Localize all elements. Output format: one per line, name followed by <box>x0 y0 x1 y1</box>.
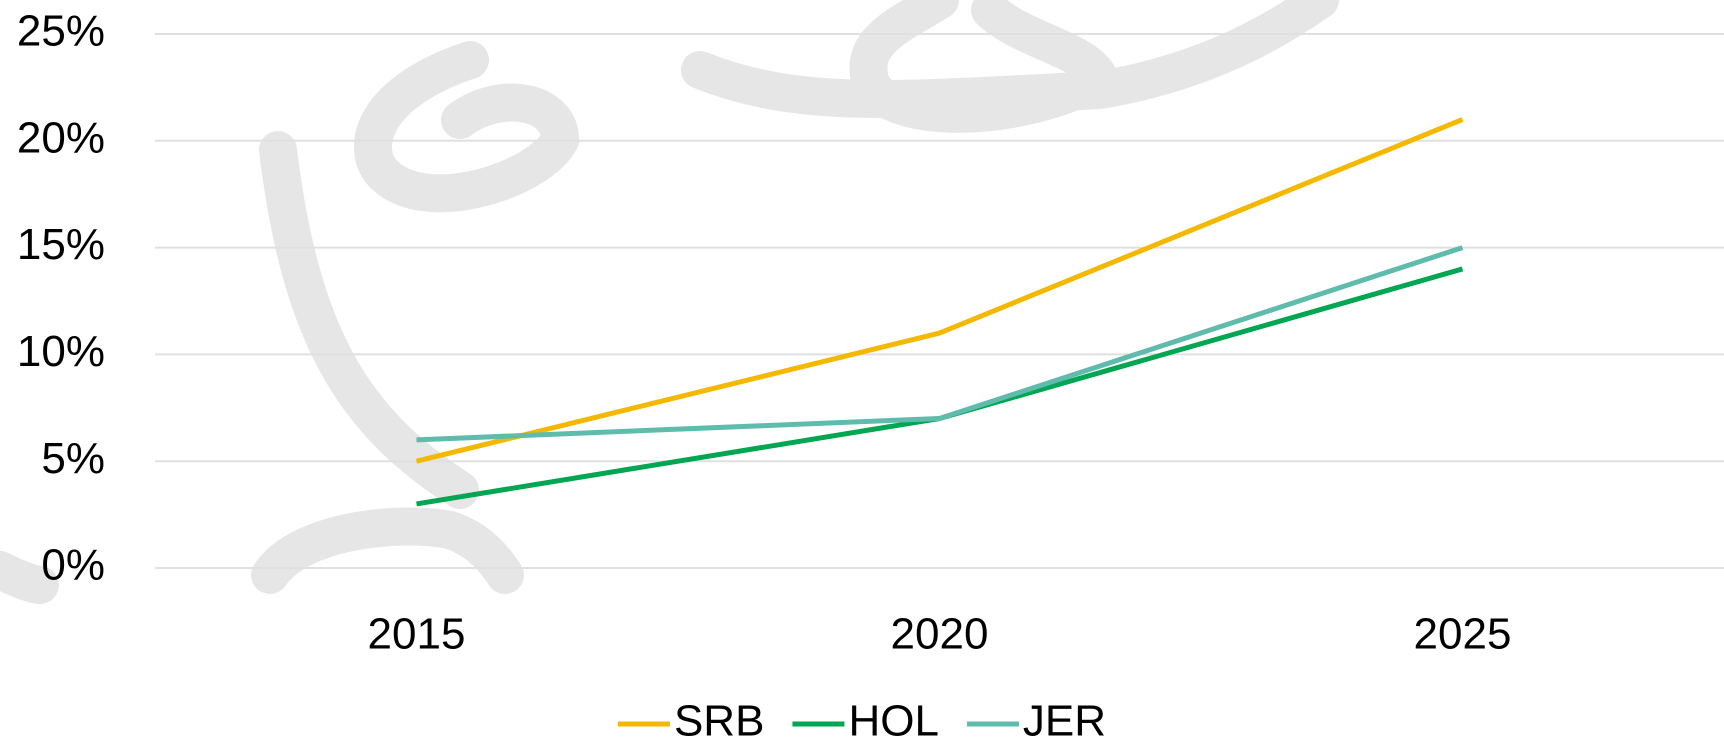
y-tick-label: 25% <box>17 7 105 56</box>
series-line <box>416 245 1464 443</box>
legend-label: HOL <box>848 697 938 746</box>
series-line <box>415 117 1464 464</box>
watermark-stroke <box>353 41 580 213</box>
y-tick-label: 10% <box>17 327 105 376</box>
watermark-stroke <box>0 551 59 604</box>
legend-label: JER <box>1023 697 1106 746</box>
y-tick-label: 15% <box>17 220 105 269</box>
y-tick-label: 20% <box>17 113 105 162</box>
watermark-stroke <box>251 507 524 594</box>
legend-label: SRB <box>674 697 764 746</box>
x-tick-label: 2015 <box>368 610 466 659</box>
x-tick-label: 2020 <box>891 610 989 659</box>
y-tick-label: 5% <box>41 434 105 483</box>
y-tick-label: 0% <box>41 541 105 590</box>
watermark-stroke <box>849 0 1124 133</box>
series-line <box>416 266 1464 507</box>
x-tick-label: 2025 <box>1414 610 1512 659</box>
watermark <box>0 0 1339 604</box>
